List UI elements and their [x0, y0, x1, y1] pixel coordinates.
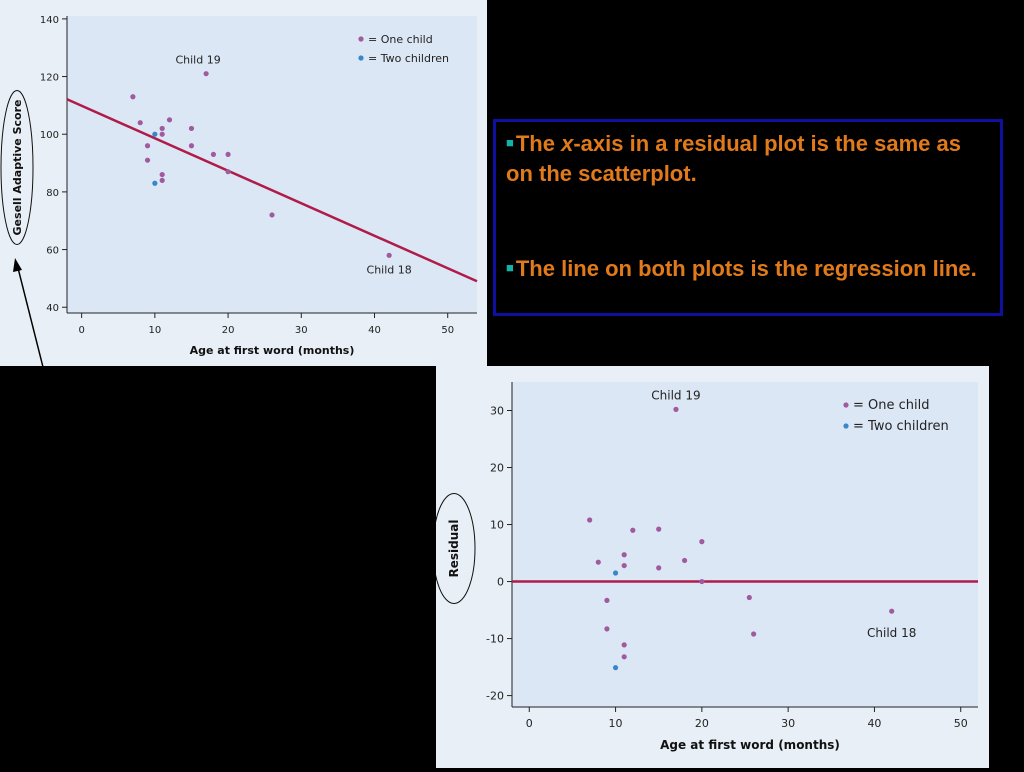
data-point: [137, 120, 143, 126]
x-tick-label: 20: [695, 717, 709, 730]
y-label-circle: [0, 90, 34, 245]
legend-label: = Two children: [368, 52, 449, 65]
x-tick-label: 30: [781, 717, 795, 730]
data-point: [673, 406, 679, 412]
data-point: [621, 642, 627, 648]
x-tick-label: 50: [954, 717, 968, 730]
legend-marker: [358, 55, 364, 61]
y-tick-label: -10: [486, 633, 504, 646]
x-axis-label: Age at first word (months): [190, 344, 355, 357]
data-point: [210, 151, 217, 158]
x-tick-label: 0: [526, 717, 533, 730]
data-point: [587, 517, 593, 523]
plot-area: [512, 382, 978, 707]
data-point: [203, 71, 209, 77]
data-point: [152, 180, 158, 186]
data-point: [612, 570, 619, 576]
y-tick-label: 140: [40, 15, 59, 26]
data-point: [159, 125, 165, 132]
data-point: [188, 143, 195, 149]
y-tick-label: 80: [46, 188, 59, 199]
bullet2-text: The line on both plots is the regression…: [515, 256, 977, 281]
scatterplot-panel: 40 60 80 100 120 140 0 10 20 30 40 50 Age at first w…: [0, 0, 487, 366]
data-point: [746, 594, 752, 601]
data-point: [159, 131, 165, 137]
x-tick-label: 0: [78, 325, 84, 336]
data-point: [269, 212, 275, 218]
y-tick-label: 10: [490, 519, 504, 532]
data-point: [889, 608, 895, 614]
bullet1-post: -axis in a residual plot is the same as …: [506, 131, 961, 186]
legend-label: = One child: [853, 398, 930, 413]
legend-label: = Two children: [853, 419, 949, 434]
y-tick-label: 20: [490, 462, 504, 475]
data-point: [621, 562, 627, 569]
legend-marker: [358, 36, 364, 42]
data-point: [188, 125, 195, 132]
point-annotation: Child 19: [175, 54, 220, 67]
data-point: [159, 171, 165, 178]
y-tick-label: 100: [40, 130, 59, 141]
data-point: [699, 539, 705, 545]
y-axis-label: Residual: [447, 520, 461, 578]
y-tick-label: 60: [46, 246, 59, 257]
bullet-icon: ■: [506, 260, 514, 275]
x-tick-label: 30: [295, 325, 308, 336]
y-tick-label: 120: [40, 73, 59, 84]
x-tick-label: 10: [609, 717, 623, 730]
data-point: [656, 526, 662, 532]
legend-marker: [843, 402, 849, 408]
data-point: [656, 565, 662, 571]
y-tick-label: 40: [46, 303, 59, 314]
data-point: [751, 631, 757, 637]
bullet1-pre: The: [515, 131, 562, 156]
data-point: [152, 131, 158, 137]
x-tick-label: 40: [368, 325, 381, 336]
x-tick-label: 40: [867, 717, 881, 730]
data-point: [595, 559, 601, 565]
data-point: [225, 169, 231, 175]
data-point: [386, 252, 392, 258]
bullet-icon: ■: [506, 135, 514, 150]
data-point: [166, 117, 173, 123]
data-point: [225, 151, 231, 158]
data-point: [621, 654, 627, 660]
data-point: [159, 177, 165, 183]
data-point: [130, 94, 136, 100]
bullet1-x: x: [561, 131, 574, 156]
data-point: [604, 597, 610, 603]
data-point: [681, 557, 688, 564]
data-point: [699, 578, 705, 585]
data-point: [630, 527, 636, 533]
data-point: [612, 665, 619, 671]
y-tick-label: -20: [486, 690, 504, 703]
point-annotation: Child 18: [867, 626, 916, 640]
y-tick-label: 0: [497, 576, 504, 589]
y-axis-label: Gesell Adaptive Score: [11, 100, 24, 236]
y-tick-label: 30: [490, 405, 504, 418]
bullet-regression-line: ■The line on both plots is the regressio…: [506, 253, 990, 284]
point-annotation: Child 19: [651, 388, 700, 402]
bullet-x-axis: ■The x-axis in a residual plot is the sa…: [506, 128, 990, 189]
data-point: [144, 157, 151, 163]
x-tick-label: 10: [148, 325, 161, 336]
legend-marker: [843, 423, 849, 429]
data-point: [621, 552, 627, 558]
regression-line: [66, 98, 478, 283]
x-axis-label: Age at first word (months): [660, 738, 840, 752]
data-point: [144, 143, 151, 149]
scatterplot-chart: 40 60 80 100 120 140 0 10 20 30 40 50 Age at first w…: [0, 15, 478, 357]
legend-label: = One child: [368, 33, 433, 46]
x-tick-label: 50: [441, 325, 454, 336]
residual-plot-chart: -20 -10 0 10 20 30 0 10 20 30 40 50 Age at first wor…: [432, 382, 978, 752]
data-point: [604, 626, 610, 632]
point-annotation: Child 18: [367, 263, 412, 276]
residual-plot-panel: -20 -10 0 10 20 30 0 10 20 30 40 50 Age at first wor…: [432, 366, 989, 768]
explanation-box: ■The x-axis in a residual plot is the sa…: [493, 119, 1003, 316]
plot-area: [67, 16, 477, 313]
x-tick-label: 20: [222, 325, 235, 336]
